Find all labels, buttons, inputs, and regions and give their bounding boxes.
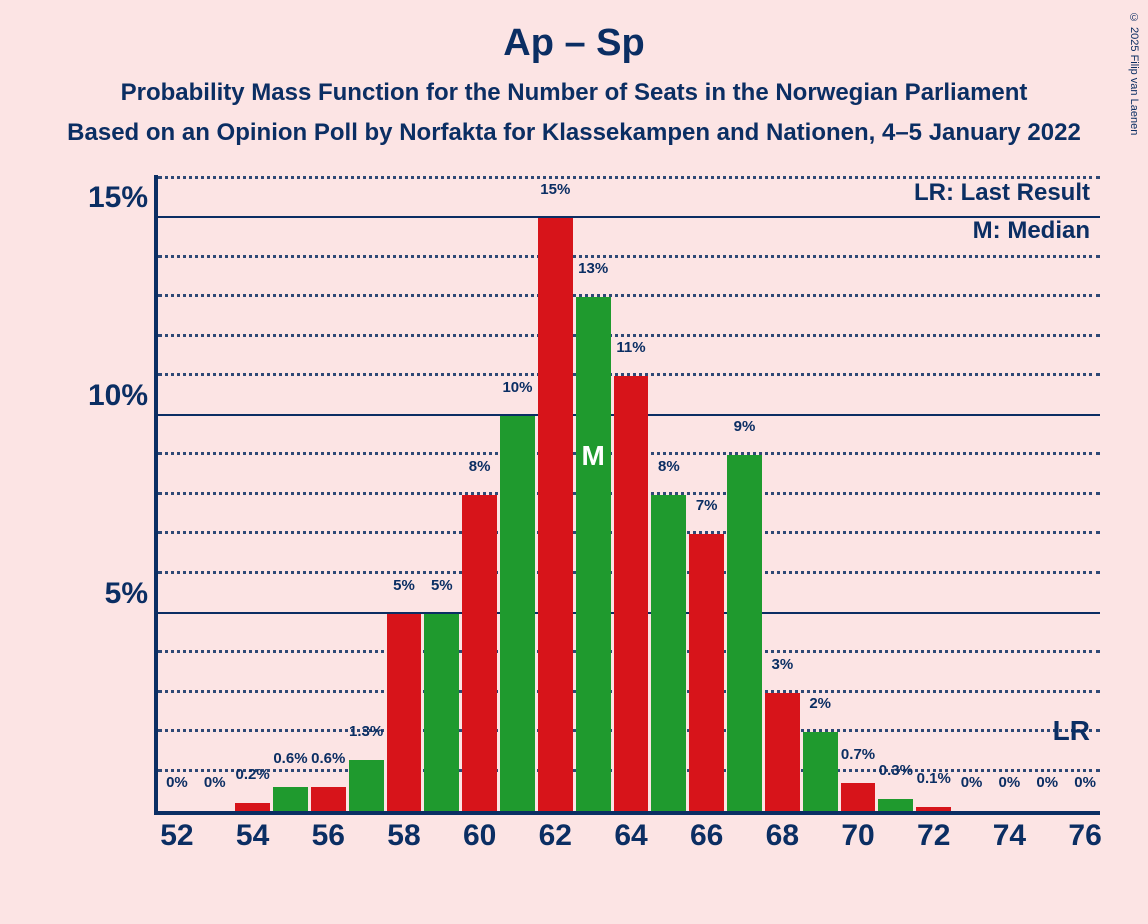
bar xyxy=(273,787,308,811)
bar-value-label: 1.3% xyxy=(349,723,383,740)
bar-value-label: 8% xyxy=(658,458,680,475)
y-axis-label: 15% xyxy=(48,181,148,215)
bar xyxy=(614,376,649,811)
bar xyxy=(878,799,913,811)
bar xyxy=(500,416,535,811)
bar-value-label: 5% xyxy=(431,577,453,594)
x-axis-label: 74 xyxy=(993,819,1026,853)
bar xyxy=(349,760,384,811)
bar-value-label: 10% xyxy=(502,379,532,396)
chart-area: LR: Last Result M: Median LR 5%10%15%0%0… xyxy=(60,175,1100,875)
legend-median: M: Median xyxy=(973,217,1090,245)
x-axis-label: 52 xyxy=(160,819,193,853)
bar xyxy=(387,614,422,812)
bar-value-label: 0.6% xyxy=(273,750,307,767)
bar-value-label: 9% xyxy=(734,418,756,435)
x-axis-label: 54 xyxy=(236,819,269,853)
x-axis-label: 56 xyxy=(312,819,345,853)
bar xyxy=(462,495,497,811)
bar xyxy=(916,807,951,811)
gridline-minor xyxy=(158,294,1100,297)
x-axis-label: 72 xyxy=(917,819,950,853)
x-axis-label: 68 xyxy=(766,819,799,853)
gridline-minor xyxy=(158,176,1100,179)
bar-value-label: 0.6% xyxy=(311,750,345,767)
bar-value-label: 7% xyxy=(696,497,718,514)
x-axis-label: 64 xyxy=(614,819,647,853)
bar-value-label: 2% xyxy=(809,695,831,712)
bar xyxy=(803,732,838,811)
bar xyxy=(689,534,724,811)
x-axis-label: 62 xyxy=(539,819,572,853)
bar-value-label: 13% xyxy=(578,260,608,277)
bar-value-label: 0.1% xyxy=(917,770,951,787)
x-axis-label: 60 xyxy=(463,819,496,853)
bar-value-label: 0.7% xyxy=(841,746,875,763)
bar-value-label: 0% xyxy=(1074,774,1096,791)
bar-value-label: 11% xyxy=(616,339,645,356)
chart-subtitle: Probability Mass Function for the Number… xyxy=(0,79,1148,107)
bar-value-label: 8% xyxy=(469,458,491,475)
x-axis-label: 70 xyxy=(841,819,874,853)
bar xyxy=(765,693,800,812)
bar xyxy=(538,218,573,811)
x-axis-label: 66 xyxy=(690,819,723,853)
bar xyxy=(841,783,876,811)
legend-last-result: LR: Last Result xyxy=(914,179,1090,207)
y-axis-label: 10% xyxy=(48,379,148,413)
gridline-minor xyxy=(158,334,1100,337)
bar xyxy=(651,495,686,811)
bar xyxy=(424,614,459,812)
bar-value-label: 0.2% xyxy=(235,766,269,783)
gridline-minor xyxy=(158,255,1100,258)
bar-value-label: 0.3% xyxy=(879,762,913,779)
gridline-major xyxy=(158,216,1100,218)
bar-value-label: 15% xyxy=(540,181,570,198)
chart-title: Ap – Sp xyxy=(0,0,1148,65)
bar-value-label: 5% xyxy=(393,577,415,594)
bar xyxy=(727,455,762,811)
x-axis-label: 76 xyxy=(1068,819,1101,853)
chart-source: Based on an Opinion Poll by Norfakta for… xyxy=(0,119,1148,147)
bar-value-label: 0% xyxy=(166,774,188,791)
copyright-text: © 2025 Filip van Laenen xyxy=(1128,12,1140,135)
bar-value-label: 0% xyxy=(961,774,983,791)
bar-value-label: 3% xyxy=(772,656,794,673)
bar xyxy=(311,787,346,811)
bar-value-label: 0% xyxy=(1036,774,1058,791)
y-axis-label: 5% xyxy=(48,577,148,611)
x-axis-label: 58 xyxy=(387,819,420,853)
bar xyxy=(576,297,611,811)
median-marker: M xyxy=(581,440,604,472)
bar-value-label: 0% xyxy=(204,774,226,791)
bar xyxy=(235,803,270,811)
bar-value-label: 0% xyxy=(999,774,1021,791)
plot-region: LR: Last Result M: Median LR 5%10%15%0%0… xyxy=(154,175,1100,815)
